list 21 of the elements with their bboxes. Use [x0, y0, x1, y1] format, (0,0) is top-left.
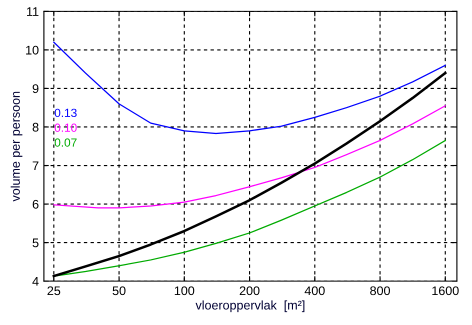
y-tick-label: 7 [32, 161, 38, 170]
x-tick-label: 50 [112, 286, 126, 296]
line-series [53, 42, 446, 134]
y-axis-title: volume per persoon [10, 92, 22, 202]
y-tick-label: 4 [32, 277, 39, 286]
y-tick-label: 11 [27, 7, 38, 16]
text: 0.13 [54, 108, 77, 118]
x-tick-label: 200 [240, 286, 260, 296]
x-tick-label: 1600 [432, 286, 459, 296]
x-tick-label: 400 [304, 286, 325, 296]
y-tick-label: 8 [32, 122, 38, 132]
x-axis-title: vloeroppervlak [m²] [196, 300, 304, 312]
x-tick-label: 100 [174, 286, 194, 296]
text: 0.07 [54, 138, 77, 147]
y-tick-label: 10 [26, 46, 39, 55]
y-tick-label: 9 [32, 84, 38, 94]
y-tick-label: 5 [32, 238, 39, 248]
text: 0.10 [54, 124, 77, 132]
y-tick-label: 6 [32, 200, 38, 209]
x-tick-label: 800 [370, 286, 390, 296]
x-tick-label: 25 [47, 286, 60, 296]
